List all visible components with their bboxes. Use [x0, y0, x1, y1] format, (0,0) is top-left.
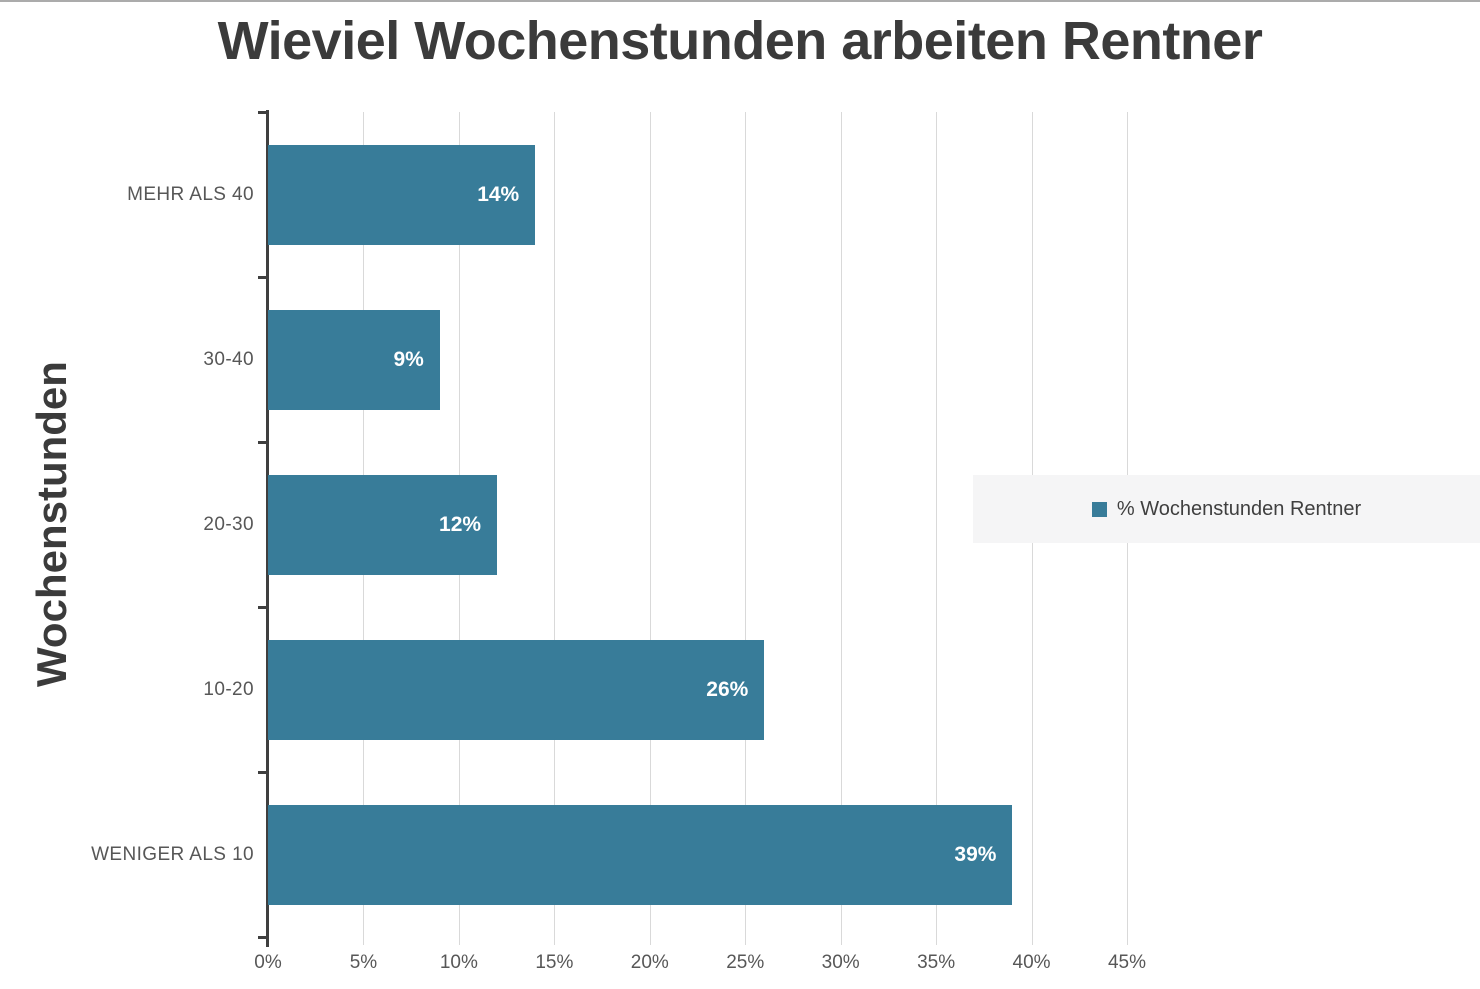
gridline — [649, 112, 651, 945]
x-tick-label: 10% — [439, 952, 478, 973]
legend-series-marker-icon — [1091, 501, 1107, 517]
y-axis-tick — [258, 936, 268, 939]
y-axis-tick — [258, 771, 268, 774]
x-tick-label: 35% — [917, 952, 956, 973]
category-label: MEHR ALS 40 — [127, 183, 254, 205]
x-tick-label: 0% — [254, 952, 282, 973]
legend: % Wochenstunden Rentner — [973, 475, 1480, 543]
bar-weniger-als-10: 39% — [268, 804, 1013, 905]
y-axis-tick — [258, 441, 268, 444]
chart-title: Wieviel Wochenstunden arbeiten Rentner — [217, 11, 1263, 71]
y-axis-tick — [258, 276, 268, 279]
x-tick-label: 30% — [821, 952, 860, 973]
category-label: WENIGER ALS 10 — [91, 843, 254, 865]
plot-area: 14% 9% 12% 26% 39% — [258, 110, 1128, 947]
gridline — [840, 112, 842, 945]
bar-30-40: 9% — [268, 309, 440, 410]
bar-data-label: 26% — [706, 677, 749, 701]
y-axis-tick — [258, 606, 268, 609]
category-label: 10-20 — [203, 678, 254, 700]
x-tick-label: 5% — [349, 952, 378, 973]
legend-series-label: % Wochenstunden Rentner — [1116, 497, 1362, 520]
gridline — [936, 112, 938, 945]
bar-data-label: 12% — [439, 512, 482, 536]
bar-data-label: 39% — [954, 842, 997, 866]
y-axis-line — [266, 110, 269, 947]
x-tick-label: 15% — [535, 952, 574, 973]
bar-20-30: 12% — [268, 474, 498, 575]
x-tick-label: 45% — [1107, 952, 1147, 973]
gridline — [745, 112, 747, 945]
bar-data-label: 14% — [477, 182, 520, 206]
x-tick-label: 20% — [630, 952, 669, 973]
bar-10-20: 26% — [268, 639, 765, 740]
x-tick-label: 25% — [726, 952, 765, 973]
x-tick-label: 40% — [1012, 952, 1051, 973]
gridline — [554, 112, 556, 945]
bar-data-label: 9% — [393, 347, 424, 371]
bar-mehr-als-40: 14% — [268, 144, 536, 245]
category-label: 20-30 — [203, 513, 254, 535]
y-axis-tick — [258, 111, 268, 114]
category-label: 30-40 — [203, 348, 254, 370]
